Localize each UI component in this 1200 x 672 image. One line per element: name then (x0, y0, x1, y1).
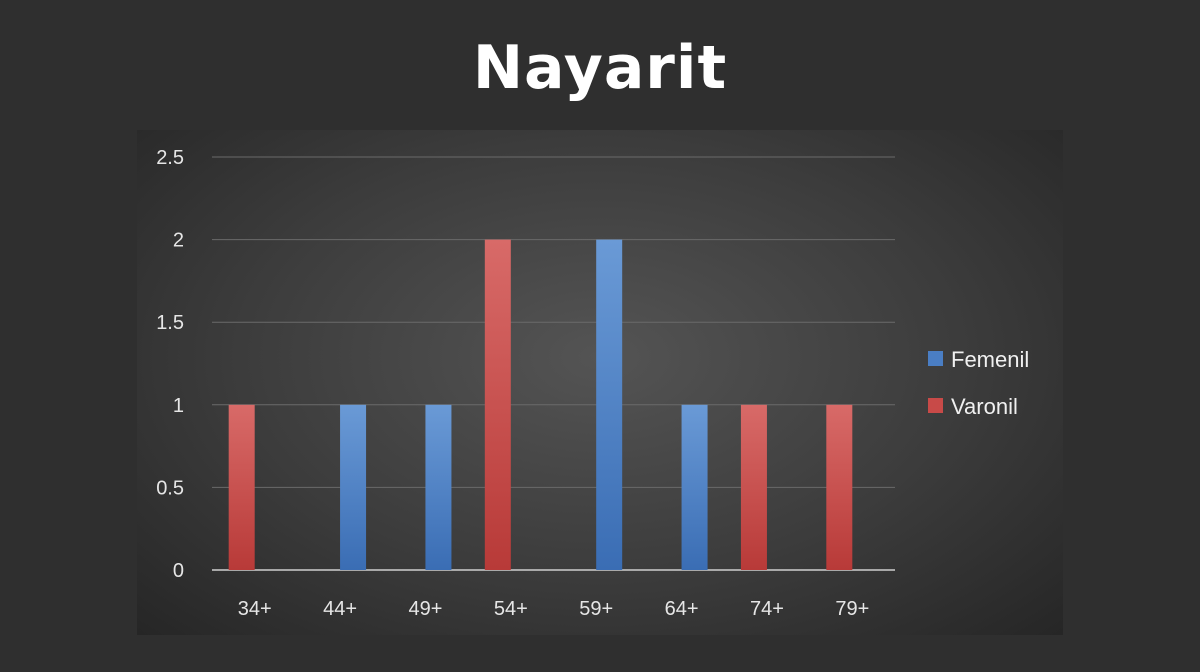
x-tick-label: 79+ (835, 598, 869, 620)
bars (228, 239, 853, 570)
legend-label-femenil: Femenil (951, 347, 1029, 372)
y-axis-ticks: 0 0.5 1 1.5 2 2.5 (156, 147, 184, 582)
bar-varonil-79plus (826, 404, 853, 570)
legend-label-varonil: Varonil (951, 394, 1018, 419)
x-tick-label: 74+ (750, 598, 784, 620)
bar-femenil-59plus (596, 239, 623, 570)
x-tick-label: 59+ (579, 598, 613, 620)
chart-title: Nayarit (472, 33, 728, 103)
y-tick-label: 0 (173, 560, 184, 582)
bar-varonil-74plus (740, 404, 767, 570)
y-tick-label: 1.5 (156, 312, 184, 334)
y-tick-label: 2.5 (156, 147, 184, 169)
legend-swatch-varonil (928, 398, 943, 413)
bar-femenil-64plus (681, 404, 708, 570)
x-tick-label: 49+ (408, 598, 442, 620)
y-tick-label: 2 (173, 230, 184, 252)
bar-femenil-49plus (425, 404, 452, 570)
x-axis-ticks: 34+ 44+ 49+ 54+ 59+ 64+ 74+ 79+ (238, 598, 870, 620)
x-tick-label: 44+ (323, 598, 357, 620)
legend-swatch-femenil (928, 351, 943, 366)
y-tick-label: 0.5 (156, 477, 184, 499)
x-tick-label: 54+ (494, 598, 528, 620)
bar-femenil-44plus (340, 404, 367, 570)
x-tick-label: 34+ (238, 598, 272, 620)
bar-varonil-34plus (228, 404, 255, 570)
legend: Femenil Varonil (928, 347, 1029, 419)
bar-varonil-54plus (484, 239, 511, 570)
gridlines (212, 156, 895, 571)
x-tick-label: 64+ (665, 598, 699, 620)
y-tick-label: 1 (173, 395, 184, 417)
